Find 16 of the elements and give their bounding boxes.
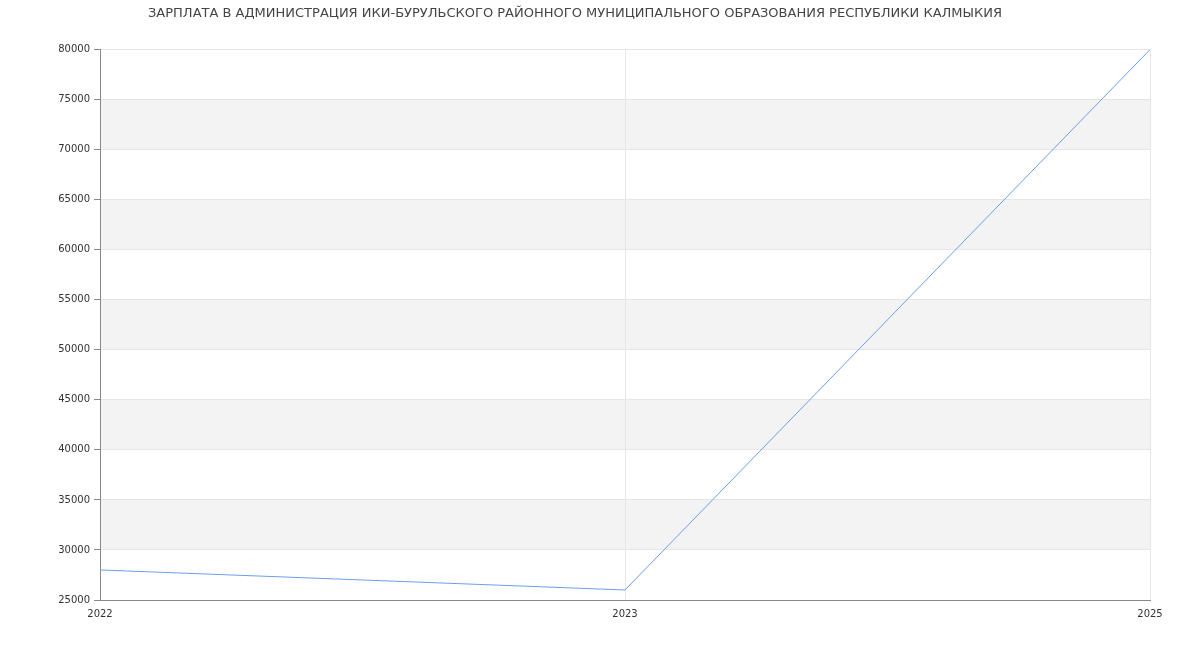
y-tick-label: 75000 bbox=[58, 93, 90, 105]
y-tick-label: 60000 bbox=[58, 243, 90, 255]
y-tick-label: 70000 bbox=[58, 143, 90, 155]
y-tick-label: 45000 bbox=[58, 393, 90, 405]
y-tick-label: 25000 bbox=[58, 593, 90, 605]
x-tick-label: 2022 bbox=[87, 607, 113, 619]
x-tick-label: 2025 bbox=[1137, 607, 1163, 619]
y-tick-label: 40000 bbox=[58, 443, 90, 455]
y-tick-label: 65000 bbox=[58, 193, 90, 205]
y-tick-label: 55000 bbox=[58, 293, 90, 305]
y-tick-label: 80000 bbox=[58, 43, 90, 55]
y-tick-label: 50000 bbox=[58, 343, 90, 355]
chart-title: ЗАРПЛАТА В АДМИНИСТРАЦИЯ ИКИ-БУРУЛЬСКОГО РАЙОННОГО МУНИЦИПАЛЬНОГО ОБРАЗОВАНИЯ РЕСПУБЛИКИ КАЛМЫКИЯ bbox=[148, 5, 1002, 21]
y-tick-label: 35000 bbox=[58, 493, 90, 505]
y-tick-label: 30000 bbox=[58, 543, 90, 555]
x-tick-label: 2023 bbox=[612, 607, 638, 619]
